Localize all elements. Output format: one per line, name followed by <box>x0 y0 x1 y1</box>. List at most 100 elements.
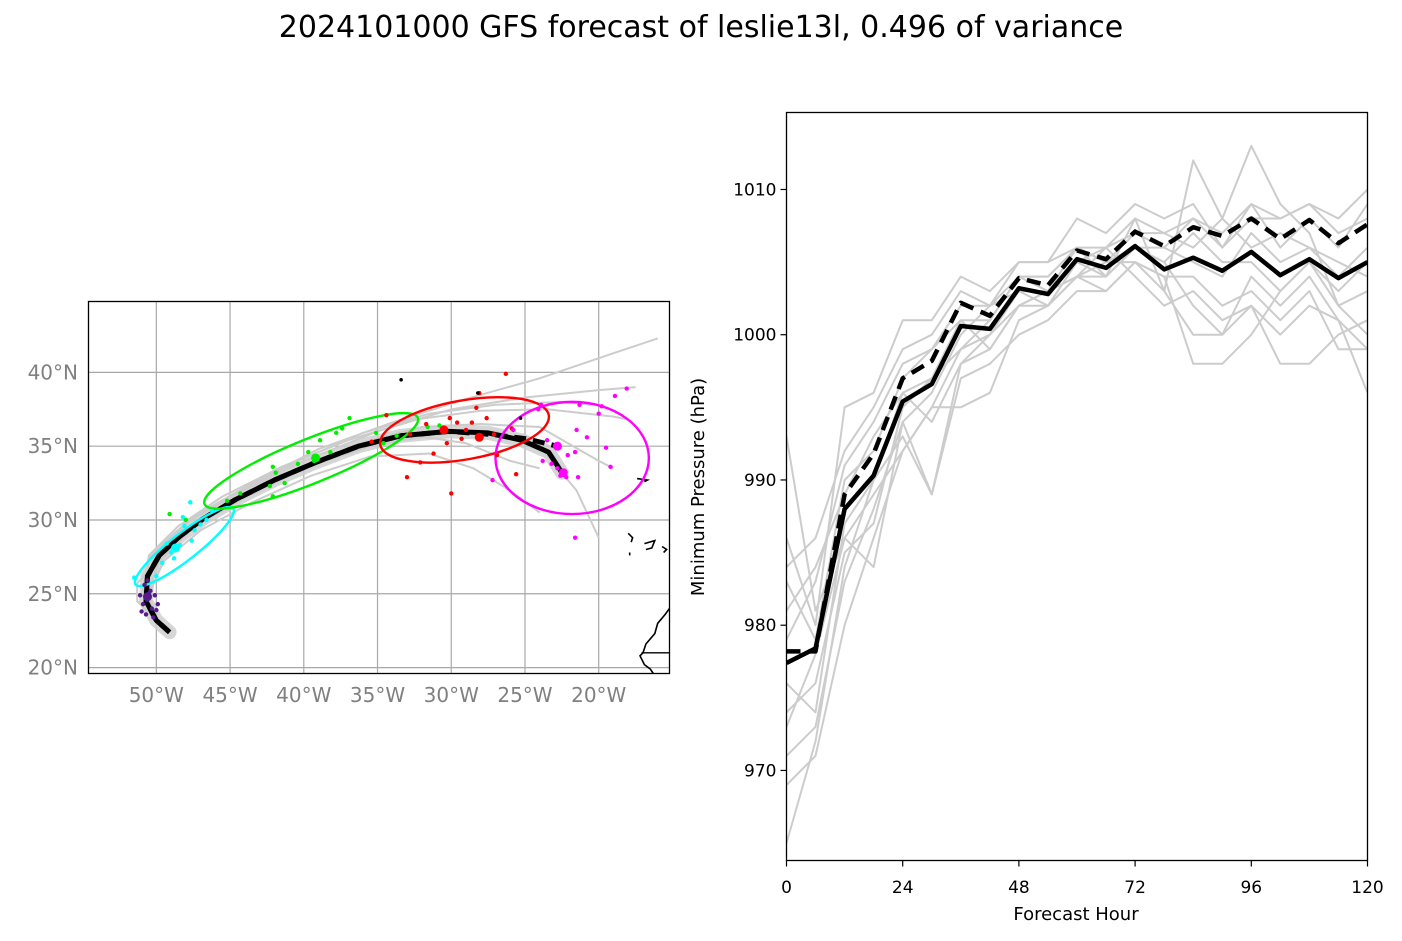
member-position-point <box>447 415 452 421</box>
member-position-point <box>270 464 276 470</box>
mean-position-marker <box>552 441 562 451</box>
member-position-point <box>188 500 193 505</box>
land-outline <box>680 541 690 547</box>
member-position-point <box>577 402 582 408</box>
member-position-point <box>189 538 194 543</box>
coastline <box>639 608 670 674</box>
member-position-point <box>369 439 374 444</box>
member-position-point <box>328 449 333 455</box>
member-position-point <box>584 435 590 440</box>
member-position-point <box>210 508 215 514</box>
member-position-point <box>555 466 560 471</box>
member-position-point <box>160 560 165 565</box>
member-position-point <box>404 474 410 480</box>
member-position-point <box>574 427 579 433</box>
member-position-point <box>142 582 147 588</box>
member-position-point <box>152 593 158 598</box>
member-position-point <box>474 405 479 410</box>
member-position-point <box>549 461 554 467</box>
map-lon-tick-label: 20°W <box>571 683 626 707</box>
member-position-point <box>444 441 450 446</box>
map-lat-tick-label: 35°N <box>28 434 78 458</box>
member-position-point <box>572 449 578 455</box>
member-position-point <box>437 423 442 428</box>
member-position-point <box>572 535 578 540</box>
member-position-point <box>418 460 423 465</box>
member-position-point <box>198 522 203 527</box>
member-position-point <box>454 420 460 425</box>
member-position-point <box>143 612 149 617</box>
member-position-point <box>599 404 604 409</box>
member-position-point <box>224 498 230 503</box>
member-position-point <box>317 438 323 443</box>
mean-position-marker <box>311 453 321 463</box>
member-position-point <box>334 430 339 436</box>
member-position-point <box>155 601 161 607</box>
mean-position-marker <box>558 468 568 478</box>
map-lon-tick-label: 40°W <box>276 683 331 707</box>
map-lat-tick-label: 30°N <box>28 508 78 532</box>
land-outline <box>636 477 651 483</box>
member-position-point <box>167 511 172 517</box>
map-lon-tick-label: 25°W <box>497 683 552 707</box>
member-position-point <box>154 573 159 579</box>
member-position-point <box>469 420 475 425</box>
member-position-point <box>539 402 544 408</box>
member-position-point <box>394 433 399 439</box>
member-position-point <box>306 449 311 455</box>
map-lon-tick-label: 50°W <box>129 683 184 707</box>
member-position-point <box>540 458 545 464</box>
member-position-point <box>192 528 197 533</box>
mean-position-marker <box>171 543 181 553</box>
member-position-point <box>484 415 489 421</box>
member-position-point <box>204 517 209 523</box>
member-position-point <box>137 593 143 598</box>
land-outline <box>627 532 634 543</box>
member-position-point <box>503 371 509 377</box>
member-position-point <box>510 427 516 433</box>
ensemble-track <box>147 452 541 621</box>
member-position-point <box>612 393 618 399</box>
map-lat-tick-label: 25°N <box>28 582 78 606</box>
member-position-point <box>183 517 189 523</box>
member-position-point <box>140 601 146 607</box>
member-position-point <box>267 483 273 489</box>
member-position-point <box>475 391 480 395</box>
map-lat-tick-label: 20°N <box>28 656 78 680</box>
chart-title: 2024101000 GFS forecast of leslie13l, 0.… <box>278 10 1124 45</box>
member-position-point <box>295 461 301 467</box>
member-position-point <box>565 452 570 458</box>
member-position-point <box>459 436 464 441</box>
map-frame <box>87 300 671 675</box>
uncertainty-ellipse <box>494 400 651 516</box>
member-position-point <box>238 491 243 496</box>
member-position-point <box>282 480 287 486</box>
member-position-point <box>463 427 469 433</box>
member-position-point <box>490 477 495 483</box>
member-position-point <box>399 377 403 382</box>
member-position-point <box>168 550 174 555</box>
member-position-point <box>182 523 187 529</box>
member-position-point <box>575 474 581 480</box>
member-position-point <box>423 421 429 427</box>
map-lon-tick-label: 30°W <box>424 683 479 707</box>
member-position-point <box>171 556 177 561</box>
map-lon-tick-label: 35°W <box>350 683 405 707</box>
member-position-point <box>491 432 497 437</box>
mean-position-marker <box>142 592 152 602</box>
member-position-point <box>164 541 169 546</box>
member-position-point <box>494 452 500 458</box>
member-position-point <box>431 451 436 456</box>
member-position-point <box>384 412 389 418</box>
mean-position-marker <box>439 425 449 435</box>
member-position-point <box>518 416 523 420</box>
member-position-point <box>596 411 601 416</box>
member-position-point <box>273 470 278 475</box>
member-position-point <box>270 494 276 499</box>
map-lat-tick-label: 40°N <box>28 360 78 384</box>
member-position-point <box>180 514 186 520</box>
member-position-point <box>149 606 155 611</box>
member-position-point <box>603 445 609 450</box>
uncertainty-ellipse <box>378 396 551 464</box>
